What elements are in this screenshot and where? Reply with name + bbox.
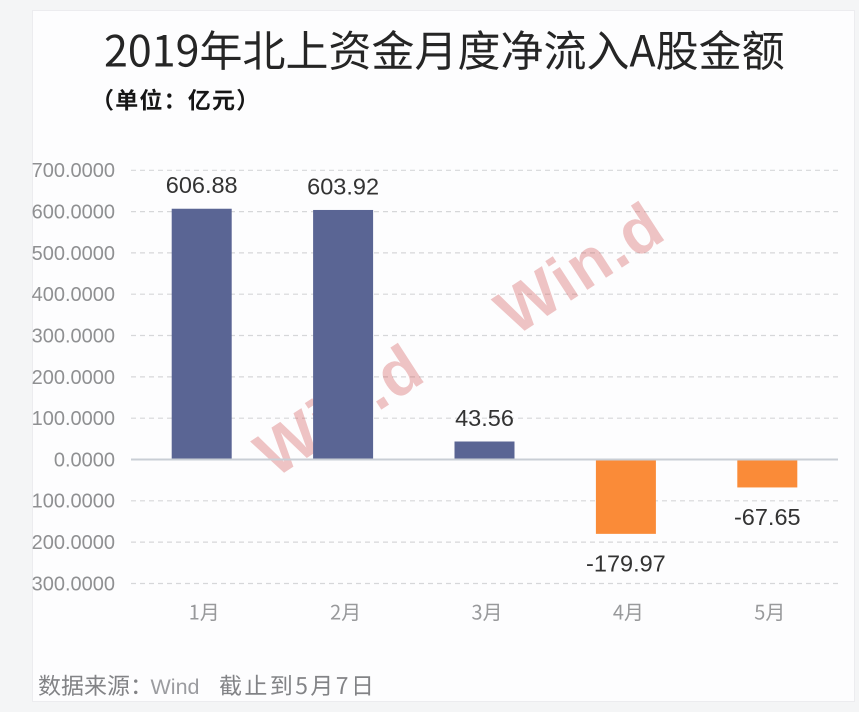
svg-text:200.0000: 200.0000 [32,367,115,389]
svg-text:300.0000: 300.0000 [32,325,115,347]
svg-text:603.92: 603.92 [307,173,379,199]
svg-text:700.0000: 700.0000 [32,160,115,182]
svg-text:Wind: Wind [151,675,200,699]
svg-text:300.0000: 300.0000 [32,573,115,595]
svg-text:-179.97: -179.97 [586,550,666,576]
svg-text:600.0000: 600.0000 [32,202,115,224]
svg-text:500.0000: 500.0000 [32,243,115,265]
svg-text:0.0000: 0.0000 [54,449,115,471]
svg-text:606.88: 606.88 [166,172,238,198]
svg-text:43.56: 43.56 [455,405,514,431]
svg-text:-67.65: -67.65 [734,504,801,530]
svg-text:100.0000: 100.0000 [32,408,115,430]
svg-text:400.0000: 400.0000 [32,284,115,306]
svg-text:200.0000: 200.0000 [32,532,115,554]
svg-text:100.0000: 100.0000 [32,491,115,513]
